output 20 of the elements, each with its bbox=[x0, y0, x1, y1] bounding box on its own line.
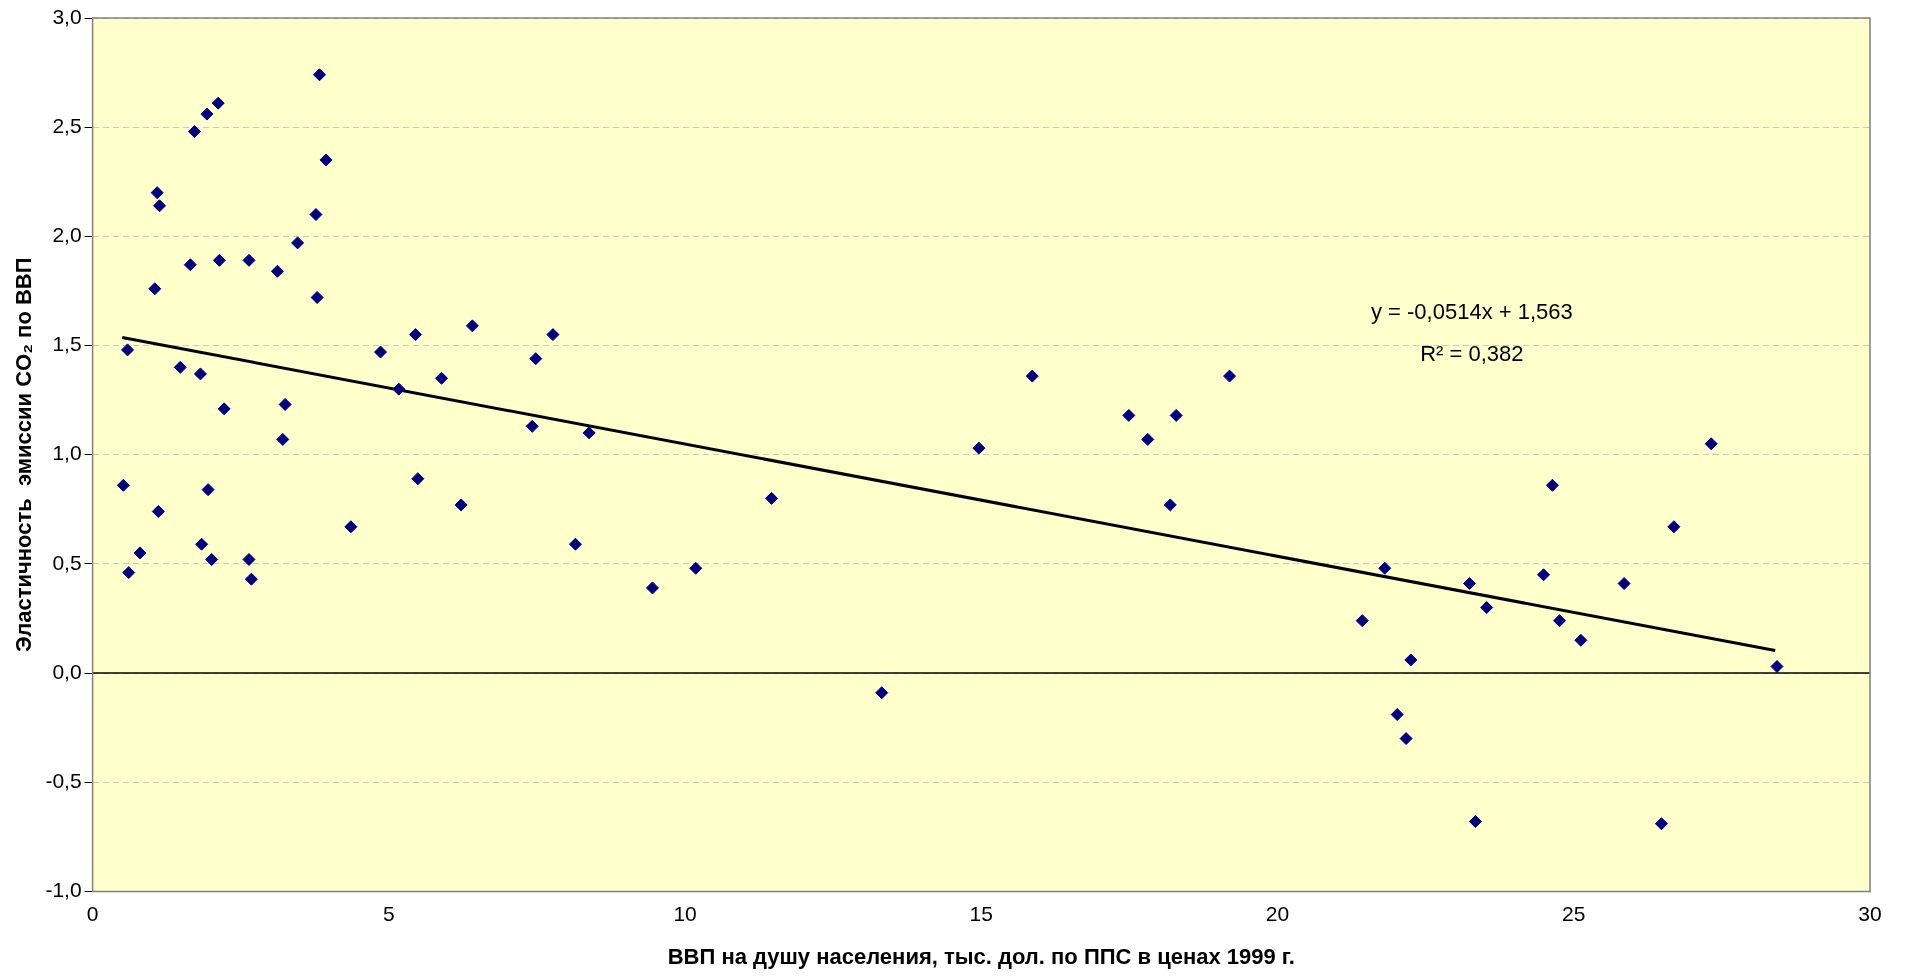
x-tick-label: 0 bbox=[86, 901, 99, 925]
x-tick-label: 30 bbox=[1858, 901, 1882, 925]
x-tick-label: 25 bbox=[1562, 901, 1586, 925]
y-axis-title: Эластичность эмиссии CO₂ по ВВП bbox=[11, 257, 37, 652]
y-tick-label: 1,0 bbox=[52, 441, 82, 465]
x-tick-label: 15 bbox=[969, 901, 993, 925]
annotation: R² = 0,382 bbox=[1420, 341, 1524, 367]
y-tick-label: -1,0 bbox=[45, 878, 82, 902]
y-tick-label: 1,5 bbox=[52, 332, 82, 356]
y-tick-label: -0,5 bbox=[45, 769, 82, 793]
y-tick-label: 2,5 bbox=[52, 113, 82, 137]
x-tick-label: 5 bbox=[382, 901, 395, 925]
x-tick-label: 20 bbox=[1265, 901, 1290, 925]
y-tick-label: 0,0 bbox=[52, 659, 82, 683]
x-tick-label: 10 bbox=[673, 901, 697, 925]
x-axis-title: ВВП на душу населения, тыс. дол. по ППС в ценах 1999 г. bbox=[667, 943, 1295, 969]
y-tick-label: 0,5 bbox=[52, 550, 82, 574]
y-tick-label: 3,0 bbox=[52, 4, 82, 28]
annotation: y = -0,0514x + 1,563 bbox=[1370, 299, 1573, 325]
y-tick-label: 2,0 bbox=[52, 223, 82, 247]
